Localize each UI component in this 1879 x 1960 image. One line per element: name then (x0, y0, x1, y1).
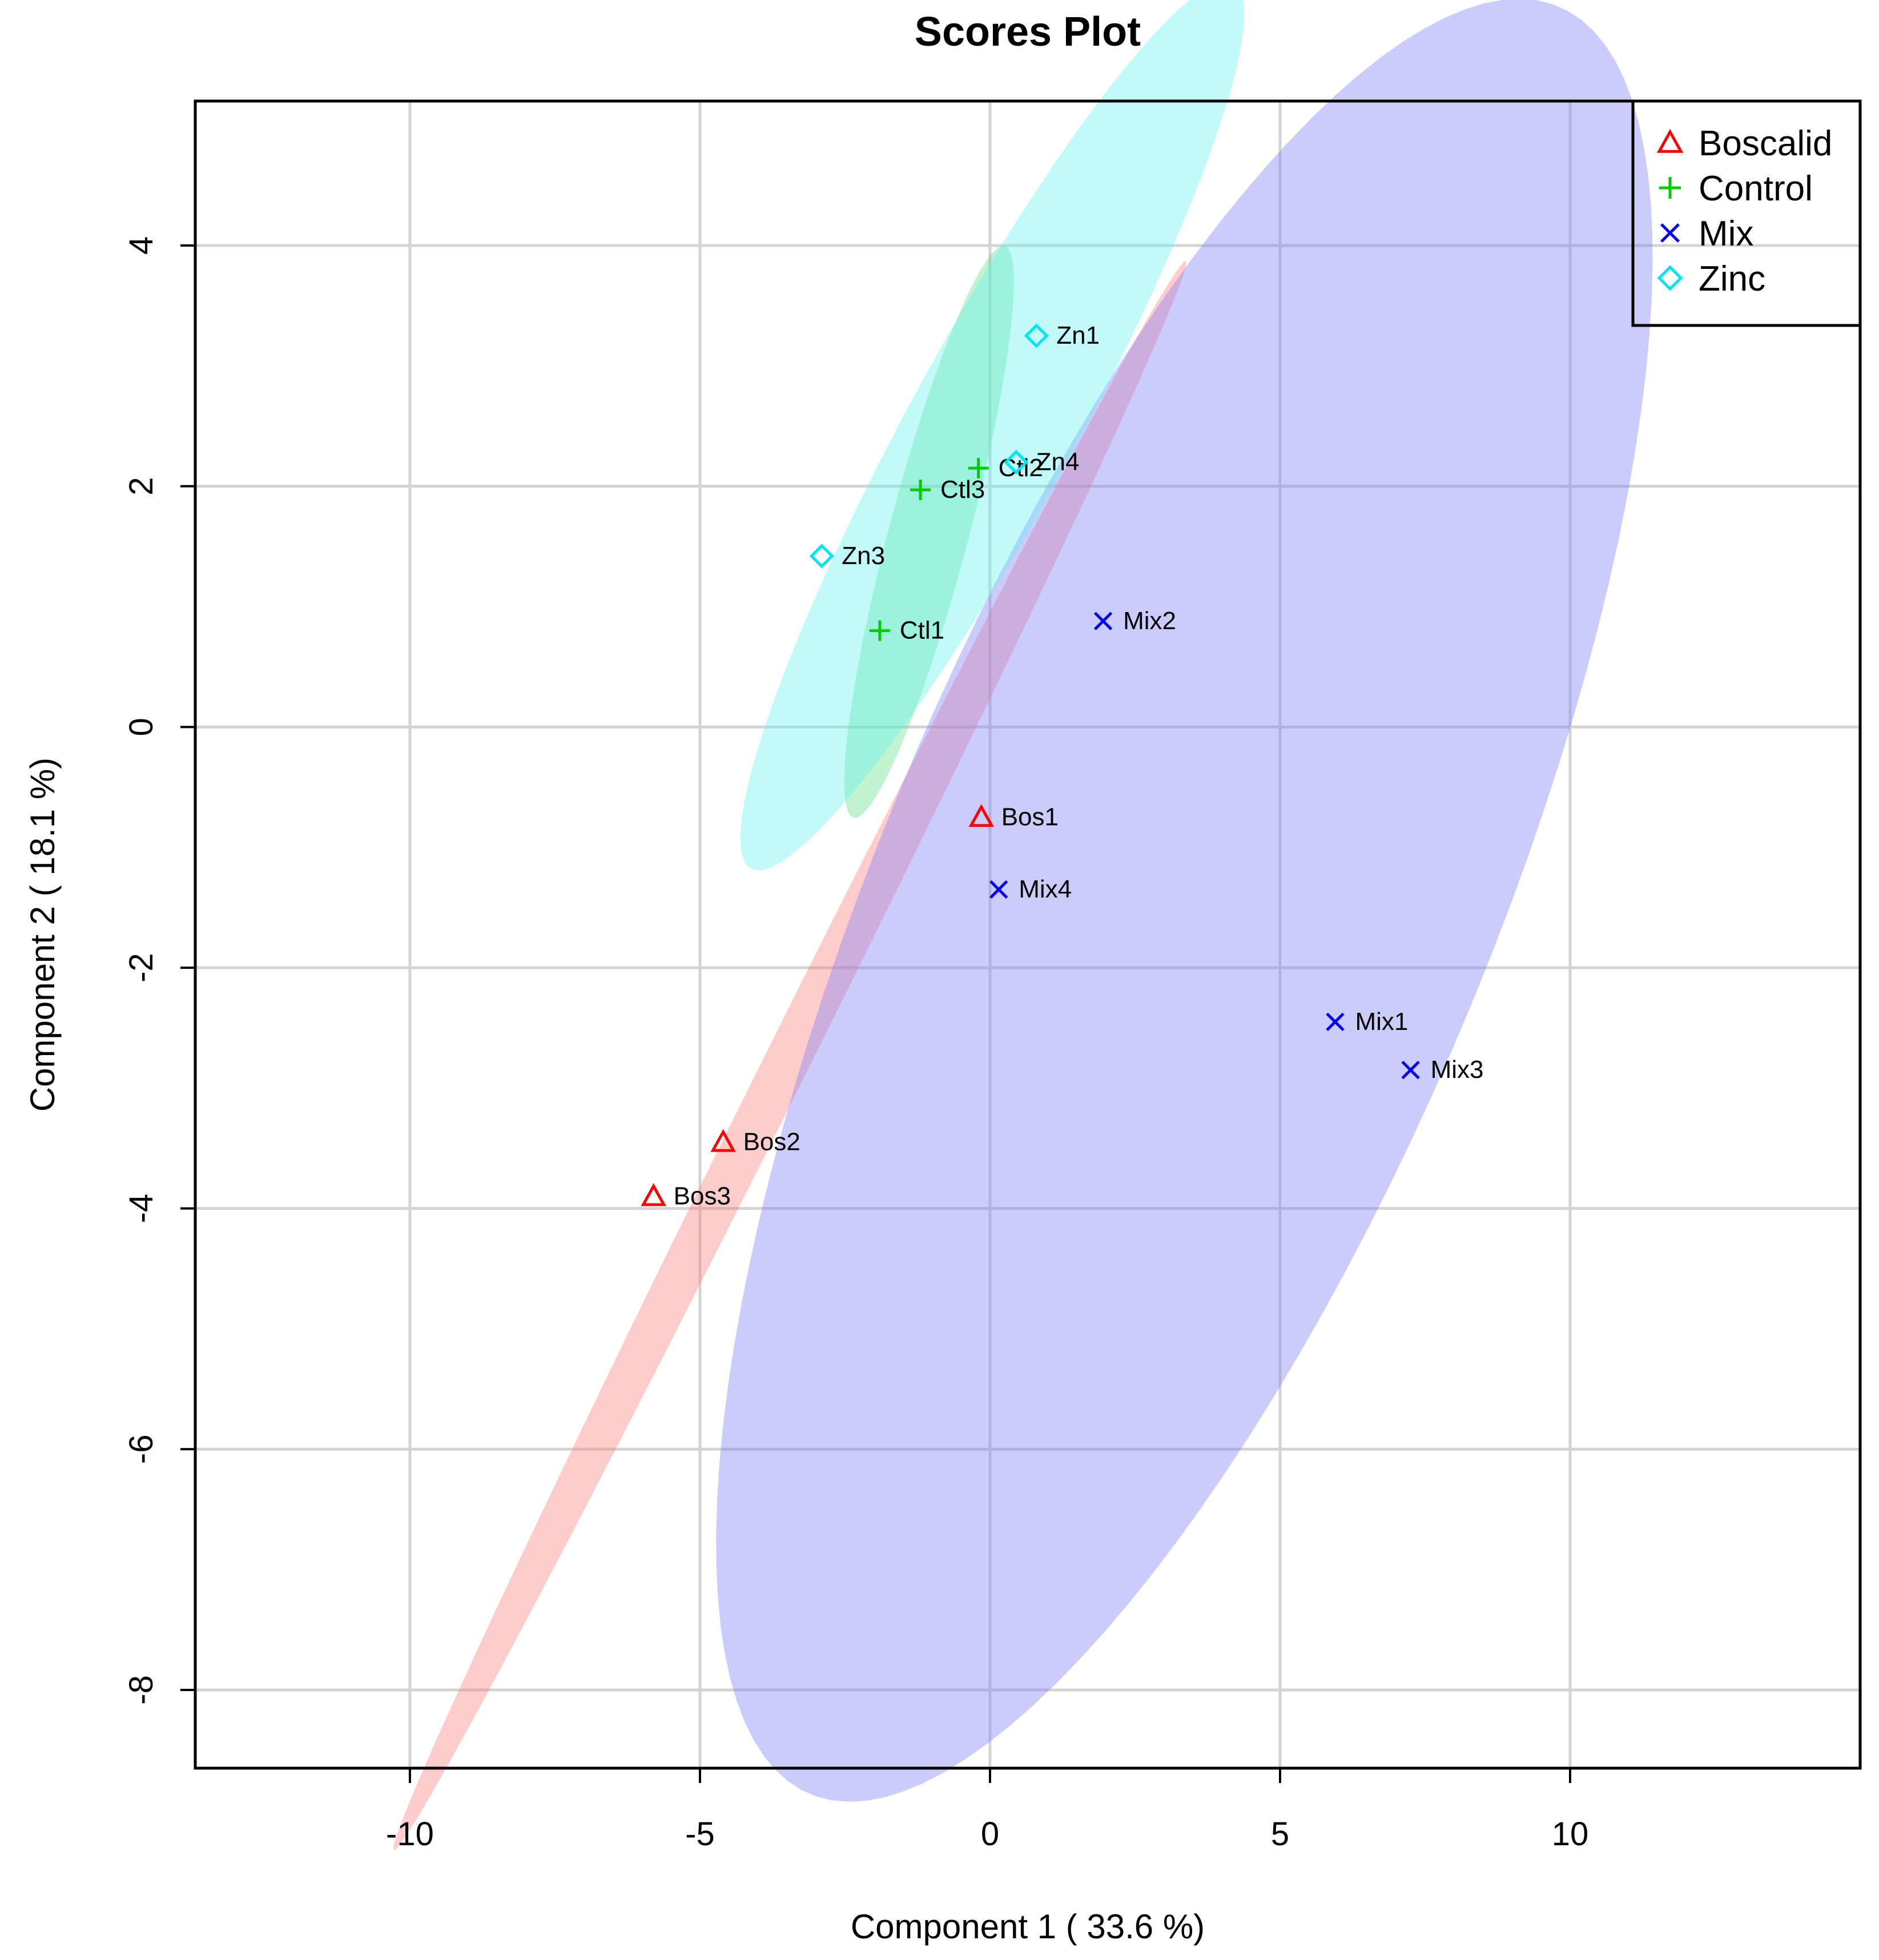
legend-label-boscalid: Boscalid (1699, 124, 1832, 163)
x-tick-label: -10 (386, 1816, 434, 1853)
legend-marker-boscalid (1656, 128, 1684, 153)
y-tick-label: 4 (123, 236, 160, 255)
point-marker-mix2 (1093, 611, 1113, 630)
y-tick-label: -2 (123, 953, 160, 983)
point-marker-bos3-shape (641, 1183, 666, 1206)
confidence-ellipse-zinc (740, 0, 1245, 871)
legend-marker-zinc-shape (1657, 265, 1683, 291)
point-marker-ctl3 (910, 479, 931, 500)
point-layer: Bos1Bos2Bos3Ctl1Ctl3Ctl2Mix2Mix4Mix1Mix3… (641, 321, 1484, 1210)
x-axis-label: Component 1 ( 33.6 %) (851, 1907, 1205, 1946)
point-marker-zn1 (1024, 323, 1049, 348)
point-marker-zn4-shape (1004, 449, 1029, 475)
point-label-zn4: Zn4 (1036, 448, 1080, 476)
chart-title: Scores Plot (915, 9, 1141, 55)
x-tick-label: 5 (1271, 1816, 1289, 1853)
legend-label-zinc: Zinc (1699, 259, 1765, 299)
y-tick-label: -4 (123, 1194, 160, 1224)
point-label-bos3: Bos3 (674, 1182, 731, 1210)
point-marker-mix4-b (989, 880, 1008, 899)
point-label-mix3: Mix3 (1431, 1056, 1484, 1084)
point-label-ctl3: Ctl3 (940, 476, 985, 504)
point-marker-mix4 (989, 880, 1008, 899)
y-tick-label: 0 (123, 718, 160, 736)
point-marker-bos2 (710, 1129, 736, 1152)
point-label-zn3: Zn3 (842, 542, 885, 570)
grid-layer (195, 101, 1860, 1768)
point-marker-mix3-b (1401, 1061, 1420, 1080)
point-marker-zn3 (809, 544, 834, 569)
legend-marker-control (1659, 177, 1681, 199)
legend-box (1631, 99, 1862, 327)
point-marker-ctl1 (869, 620, 890, 641)
x-tick-label: 10 (1552, 1816, 1589, 1853)
legend-marker-boscalid-shape (1656, 128, 1684, 153)
x-tick-label: -5 (685, 1816, 715, 1853)
y-tick-label: -6 (123, 1435, 160, 1464)
y-axis-label: Component 2 ( 18.1 %) (23, 758, 62, 1112)
point-marker-bos1-shape (968, 804, 994, 827)
point-label-zn1: Zn1 (1056, 321, 1100, 349)
point-marker-zn1-shape (1024, 323, 1049, 348)
point-marker-bos1 (968, 804, 994, 827)
x-tick-label: 0 (981, 1816, 999, 1853)
point-marker-ctl2 (968, 458, 989, 479)
point-marker-bos3 (641, 1183, 666, 1206)
point-marker-zn4 (1004, 449, 1029, 475)
point-marker-mix3 (1401, 1061, 1420, 1080)
axis-layer: -10 -5 0 5 10 -8 -6 -4 -2 0 2 4 (123, 236, 1588, 1853)
y-tick-label: 2 (123, 477, 160, 496)
ellipse-layer (393, 0, 1653, 1850)
legend-marker-mix (1660, 223, 1680, 243)
confidence-ellipse-mix (716, 0, 1653, 1802)
legend-marker-zinc (1657, 265, 1683, 291)
point-marker-zn3-shape (809, 544, 834, 569)
point-label-bos2: Bos2 (743, 1128, 800, 1156)
point-label-bos1: Bos1 (1001, 803, 1059, 831)
confidence-ellipse-boscalid (393, 261, 1186, 1850)
point-marker-mix2-b (1093, 611, 1113, 630)
legend-label-control: Control (1699, 169, 1813, 208)
legend-marker-mix-b (1660, 223, 1680, 243)
point-marker-bos2-shape (710, 1129, 736, 1152)
y-tick-label: -8 (123, 1675, 160, 1705)
point-label-mix1: Mix1 (1355, 1008, 1408, 1036)
point-label-mix4: Mix4 (1019, 875, 1072, 903)
legend-label-mix: Mix (1699, 214, 1753, 253)
plot-frame (194, 99, 1862, 1770)
confidence-ellipse-control (844, 246, 1014, 818)
legend: Boscalid Control Mix Zinc (1631, 99, 1862, 327)
point-marker-mix1 (1326, 1012, 1345, 1032)
point-marker-mix1-b (1326, 1012, 1345, 1032)
point-label-ctl1: Ctl1 (900, 617, 944, 645)
point-label-mix2: Mix2 (1123, 607, 1176, 635)
